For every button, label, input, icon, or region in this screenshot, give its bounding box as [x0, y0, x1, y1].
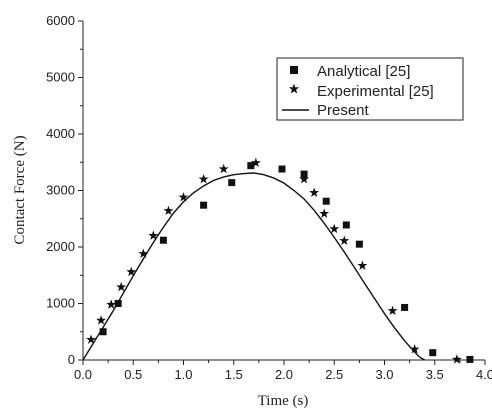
experimental-point	[339, 235, 350, 245]
plot-area	[82, 157, 474, 364]
experimental-point	[106, 299, 117, 309]
legend-marker-analytical	[290, 66, 298, 74]
present-curve	[82, 172, 426, 361]
experimental-point	[387, 305, 398, 316]
x-tick-label: 4.0	[476, 367, 492, 382]
x-tick-label: 1.0	[174, 367, 192, 382]
legend: Analytical [25] Experimental [25] Presen…	[276, 57, 464, 121]
y-tick-label: 6000	[46, 13, 75, 28]
experimental-point	[86, 334, 96, 344]
legend-label-present: Present	[317, 102, 370, 119]
x-tick-label: 2.5	[325, 367, 343, 382]
analytical-point	[200, 201, 208, 209]
experimental-point	[163, 205, 174, 216]
x-tick-label: 1.5	[225, 367, 243, 382]
legend-label-analytical: Analytical [25]	[317, 63, 410, 80]
analytical-point	[114, 300, 122, 307]
analytical-point	[278, 165, 286, 173]
y-tick-label: 2000	[46, 239, 75, 254]
x-tick-label: 0.5	[124, 367, 142, 382]
y-tick-label: 5000	[46, 70, 75, 85]
legend-label-experimental: Experimental [25]	[317, 83, 434, 100]
experimental-point	[309, 187, 320, 197]
analytical-point	[159, 236, 167, 244]
experimental-point	[148, 230, 159, 240]
y-tick-label: 3000	[46, 183, 75, 198]
y-tick-label: 4000	[46, 126, 75, 141]
analytical-point	[99, 328, 107, 336]
experimental-point	[116, 281, 127, 292]
analytical-point	[429, 349, 437, 357]
legend-marker-experimental	[288, 83, 300, 94]
experimental-point	[218, 163, 229, 174]
analytical-point	[228, 179, 236, 187]
x-tick-label: 2.0	[275, 367, 293, 382]
experimental-point	[409, 344, 420, 354]
x-tick-label: 3.0	[375, 367, 393, 382]
experimental-point	[357, 260, 368, 270]
experimental-point	[451, 354, 462, 364]
experimental-point	[138, 248, 149, 258]
y-tick-label: 0	[68, 352, 75, 367]
x-tick-label: 3.5	[426, 367, 444, 382]
axes: 0.0 0.5 1.0 1.5 2.0 2.5 3.0 3.5 4.0 0 1000 2000 3000…	[46, 13, 492, 382]
analytical-point	[342, 221, 350, 229]
experimental-point	[250, 157, 261, 168]
analytical-point	[466, 355, 474, 363]
experimental-point	[299, 174, 310, 184]
analytical-point	[247, 162, 255, 170]
x-axis-title: Time (s)	[258, 393, 309, 409]
x-tick-label: 0.0	[74, 367, 92, 382]
y-tick-label: 1000	[46, 296, 75, 311]
analytical-point	[401, 303, 409, 311]
experimental-point	[319, 208, 330, 218]
experimental-point	[329, 223, 340, 234]
experimental-point	[198, 174, 209, 184]
experimental-point	[178, 192, 189, 202]
analytical-point	[322, 197, 330, 205]
experimental-point	[96, 315, 107, 325]
y-axis-title: Contact Force (N)	[12, 135, 28, 244]
analytical-point	[355, 240, 363, 248]
experimental-point	[126, 266, 137, 277]
